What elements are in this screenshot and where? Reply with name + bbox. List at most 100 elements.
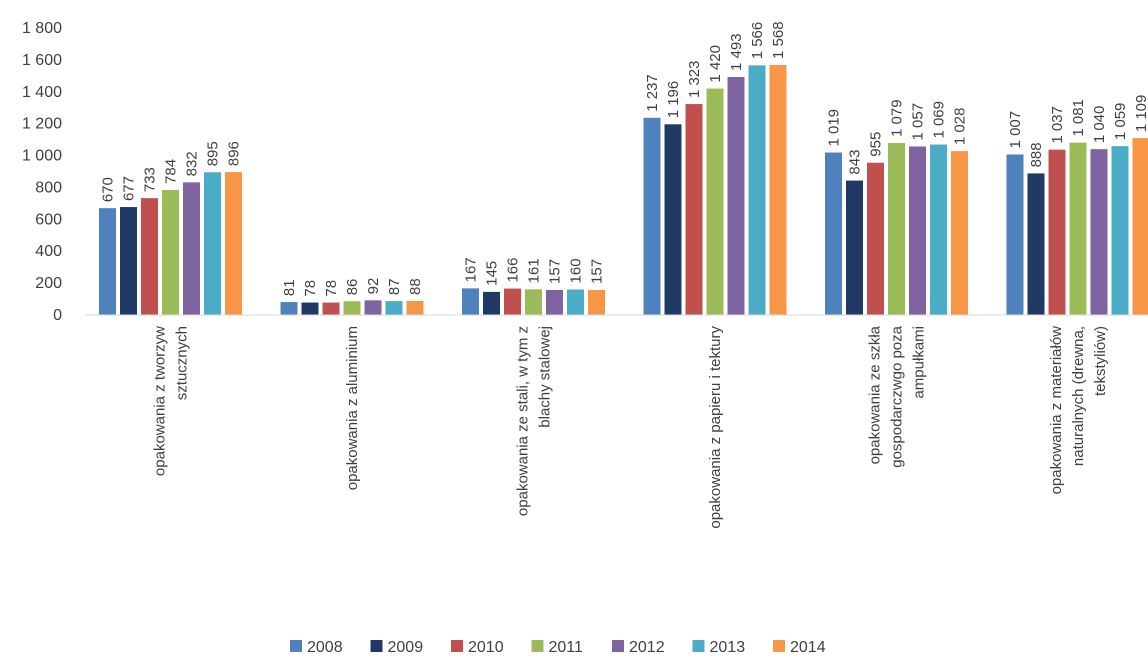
bar-2012 [364, 300, 382, 315]
data-label: 1 079 [889, 99, 906, 137]
legend-swatch-2013 [692, 640, 705, 652]
bar-2011 [1069, 142, 1087, 315]
legend-label: 2008 [307, 639, 343, 656]
data-label: 167 [463, 257, 480, 282]
bar-2012 [1090, 149, 1108, 315]
bar-2009 [301, 302, 319, 315]
legend-swatch-2012 [612, 640, 624, 652]
data-label: 1 566 [749, 22, 766, 60]
bar-2011 [525, 289, 542, 315]
category-labels: opakowania z tworzyw sztucznych opakowania… [152, 325, 1110, 528]
bar-2012 [727, 76, 745, 315]
data-label: 160 [568, 258, 585, 283]
legend-label: 2011 [549, 639, 584, 656]
data-label: 955 [868, 132, 885, 157]
data-label: 832 [184, 151, 201, 176]
bar-2014 [406, 300, 424, 315]
legend-label: 2013 [710, 639, 746, 656]
data-label: 87 [386, 278, 403, 295]
y-tick-label: 1 000 [22, 148, 62, 165]
category-label: opakowania z aluminium [344, 326, 361, 490]
bar-2011 [706, 88, 724, 315]
legend-swatch-2011 [531, 640, 544, 652]
data-label: 1 493 [728, 33, 745, 71]
data-label: 1 568 [770, 21, 787, 59]
data-label: 1 420 [707, 45, 724, 83]
data-label: 733 [142, 167, 159, 192]
legend-label: 2012 [629, 639, 665, 656]
bar-2013 [567, 289, 584, 315]
bar-2014 [769, 64, 787, 315]
data-label: 1 069 [931, 101, 948, 139]
data-label: 677 [121, 176, 138, 201]
bar-2013 [748, 65, 766, 315]
bar-2012 [546, 289, 563, 315]
bar-2014 [225, 172, 242, 315]
category-label: opakowania z tworzyw [152, 326, 169, 476]
bar-groups [99, 64, 1148, 316]
y-tick-label: 400 [35, 243, 62, 260]
bar-2011 [162, 189, 179, 315]
bar-2009 [846, 180, 863, 315]
bar-2008 [462, 288, 479, 315]
y-tick-label: 1 200 [22, 116, 62, 133]
bar-2009 [120, 207, 137, 315]
category-label: opakowania ze stali, w tym z [515, 326, 532, 516]
data-label: 843 [847, 150, 864, 175]
category-label: tekstyliów) [1092, 326, 1109, 396]
bar-2010 [141, 198, 158, 315]
bar-2012 [183, 182, 200, 315]
bar-2011 [343, 301, 361, 315]
data-label: 1 007 [1007, 111, 1024, 149]
legend-label: 2009 [388, 639, 424, 656]
y-axis: 0 200 400 600 800 1 000 1 200 1 400 1 600 1 800 [22, 20, 62, 324]
data-label: 1 237 [644, 74, 661, 112]
data-label: 1 037 [1049, 106, 1066, 144]
bar-2011 [888, 142, 905, 315]
bar-2010 [1048, 149, 1066, 315]
bar-2013 [930, 144, 947, 315]
bar-2009 [1027, 173, 1045, 315]
data-label: 157 [589, 259, 606, 284]
bar-2009 [664, 124, 682, 315]
bar-2010 [867, 162, 884, 315]
category-label: opakowania z papieru i tektury [707, 326, 724, 529]
y-tick-label: 0 [53, 307, 62, 324]
data-label: 1 019 [826, 109, 843, 147]
bar-2013 [1111, 146, 1129, 315]
category-label: opakowania ze szkła [867, 325, 884, 464]
category-label: ampułkami [911, 326, 928, 399]
data-label: 1 196 [665, 81, 682, 119]
data-label: 895 [205, 141, 222, 166]
data-label: 92 [365, 278, 382, 295]
data-label: 81 [281, 279, 298, 296]
data-label: 670 [100, 177, 117, 202]
legend-swatch-2009 [370, 640, 383, 652]
legend: 2008 2009 2010 2011 2012 2013 2014 [290, 639, 826, 656]
legend-label: 2014 [790, 639, 826, 656]
bar-2013 [385, 301, 403, 315]
category-label: naturalnych (drewna, [1070, 326, 1087, 466]
y-tick-label: 600 [35, 211, 62, 228]
bar-2008 [280, 302, 298, 315]
data-label: 896 [226, 141, 243, 166]
category-label: blachy stalowej [537, 326, 554, 428]
legend-swatch-2010 [451, 640, 463, 652]
data-label: 1 059 [1112, 103, 1129, 141]
bar-2010 [322, 302, 340, 315]
legend-swatch-2014 [773, 640, 785, 652]
data-label: 161 [526, 258, 543, 283]
data-label: 78 [323, 280, 340, 297]
y-tick-label: 1 600 [22, 52, 62, 69]
bar-2014 [588, 289, 605, 315]
bar-2010 [504, 288, 521, 315]
data-label: 1 109 [1133, 95, 1148, 133]
data-label: 86 [344, 279, 361, 296]
data-label: 1 323 [686, 61, 703, 99]
data-label: 784 [163, 159, 180, 184]
bar-2014 [951, 151, 968, 315]
bar-2012 [909, 146, 926, 315]
data-label: 888 [1028, 142, 1045, 167]
